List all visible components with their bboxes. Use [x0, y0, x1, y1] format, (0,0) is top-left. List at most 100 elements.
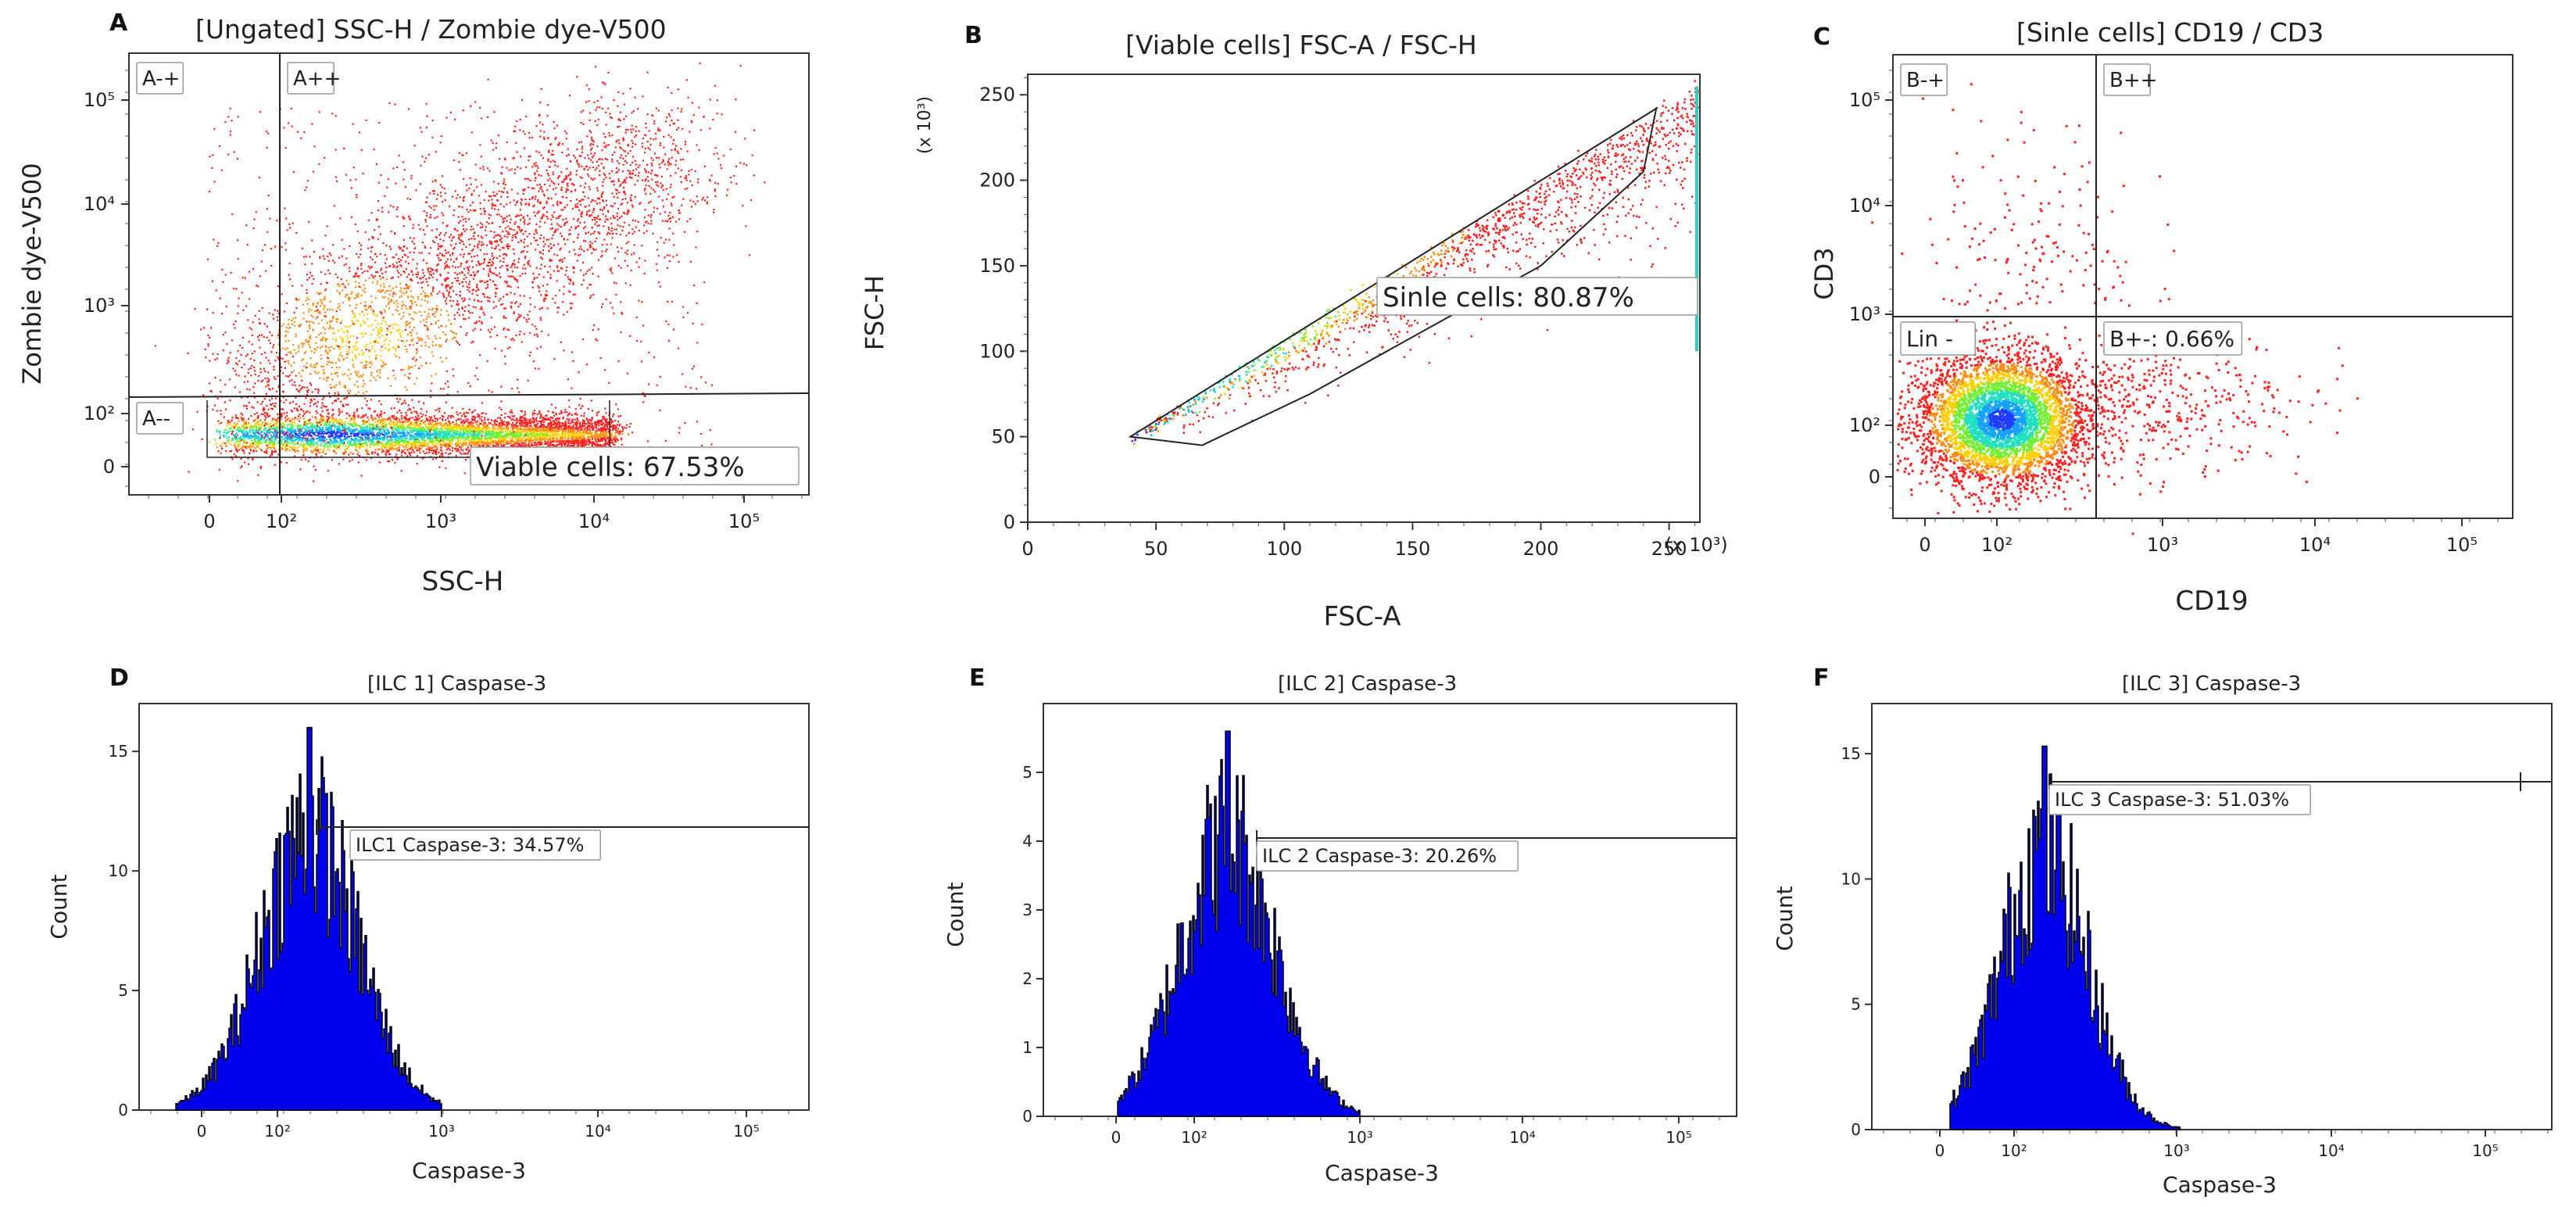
panel-b-xmult: (x 10³) — [1665, 534, 1728, 556]
panel-b-ytick-label: 0 — [1004, 511, 1015, 533]
panel-b-ytick-label: 200 — [979, 170, 1015, 192]
panel-e-xlabel: Caspase-3 — [1325, 1160, 1439, 1186]
panel-a-ytick-label: 10³ — [84, 295, 115, 317]
panel-a-xtick-label: 10⁴ — [578, 510, 610, 532]
panel-a-xtick-label: 10⁵ — [728, 510, 760, 532]
panel-b-xtick-label: 50 — [1144, 538, 1168, 560]
panel-d-xlabel: Caspase-3 — [412, 1158, 526, 1184]
panel-c-quad-ur: B++ — [2104, 64, 2157, 95]
figure: A B C D E F [Ungated] SSC-H / Zombie dye… — [0, 0, 2576, 1207]
panel-a-quad-ll: A-- — [137, 403, 183, 434]
panel-a-xtick-label: 10² — [266, 510, 297, 532]
panel-f-xtick-label: 10³ — [2163, 1141, 2189, 1160]
panel-b-xlabel: FSC-A — [1323, 601, 1401, 632]
panel-a-ytick-label: 10⁴ — [84, 193, 115, 215]
panel-a-gate-label: Viable cells: 67.53% — [470, 447, 799, 485]
panel-c-quad-ll: Lin - — [1901, 322, 1975, 355]
panel-a-quad-ur: A++ — [288, 63, 341, 94]
panel-c-xtick-label: 10³ — [2147, 534, 2178, 556]
panel-b-xtick-label: 150 — [1394, 538, 1430, 560]
panel-e-gate-label: ILC 2 Caspase-3: 20.26% — [1257, 841, 1518, 871]
panel-e-ytick-label: 5 — [1022, 763, 1032, 782]
panel-e-xtick-label: 10⁵ — [1665, 1128, 1691, 1147]
panel-e-gate-label-text: ILC 2 Caspase-3: 20.26% — [1262, 845, 1497, 867]
panel-f-xtick-label: 0 — [1935, 1141, 1945, 1160]
panel-f-ylabel: Count — [1772, 886, 1798, 951]
panel-c-ylabel: CD3 — [1809, 247, 1839, 299]
panel-e-ytick-label: 2 — [1022, 969, 1032, 988]
panel-f-xtick-label: 10⁴ — [2318, 1141, 2344, 1160]
panel-e-xtick-label: 10⁴ — [1509, 1128, 1535, 1147]
panel-b-singlets-gate — [1130, 109, 1656, 446]
panel-d-ylabel: Count — [46, 874, 72, 939]
panel-c-ytick-label: 0 — [1869, 466, 1880, 488]
panel-c-quad-ul-text: B-+ — [1906, 69, 1945, 92]
panel-b-gate-label-text: Sinle cells: 80.87% — [1383, 282, 1634, 313]
panel-f-gate-label: ILC 3 Caspase-3: 51.03% — [2049, 785, 2310, 815]
panel-e-ylabel: Count — [943, 882, 968, 947]
panel-d-xtick-label: 0 — [197, 1122, 207, 1141]
panel-c-ytick-label: 10³ — [1849, 303, 1880, 325]
panel-e-ytick-label: 0 — [1022, 1107, 1032, 1126]
panel-e-xtick-label: 10³ — [1347, 1128, 1372, 1147]
panel-d-ytick-label: 0 — [118, 1101, 128, 1119]
panel-f-ytick-label: 0 — [1851, 1120, 1861, 1139]
panel-d-gate-label-text: ILC1 Caspase-3: 34.57% — [356, 834, 584, 856]
panel-b-ytick-label: 100 — [979, 340, 1015, 362]
panel-e-histogram — [1118, 731, 1360, 1116]
panel-c-xlabel: CD19 — [2175, 586, 2248, 617]
panel-a-xtick-label: 10³ — [425, 510, 456, 532]
panel-c-xtick-label: 10² — [1981, 534, 2012, 556]
panel-d-histogram — [176, 728, 442, 1110]
panel-a-gate-label-text: Viable cells: 67.53% — [476, 452, 745, 483]
panel-c-quad-ul: B-+ — [1901, 64, 1947, 95]
panel-f-xtick-label: 10⁵ — [2472, 1141, 2498, 1160]
panel-c-quad-ll-text: Lin - — [1906, 326, 1953, 352]
panel-c-frame — [1893, 55, 2513, 518]
panel-e-xtick-label: 0 — [1111, 1128, 1122, 1147]
panel-b-ytick-label: 250 — [979, 84, 1015, 106]
panel-c-xtick-label: 10⁵ — [2446, 534, 2478, 556]
panel-a-ylabel: Zombie dye-V500 — [17, 163, 47, 384]
plots-canvas: 0 10² 10³ 10⁴ 10⁵ 0 10² 10³ 10⁴ 10⁵ SSC-H Zombie dy… — [0, 0, 2576, 1207]
panel-f-ytick-label: 10 — [1841, 869, 1861, 888]
panel-d-gate-label: ILC1 Caspase-3: 34.57% — [350, 830, 600, 860]
panel-a-quad-ll-text: A-- — [142, 407, 170, 431]
panel-c-quad-lr: B+-: 0.66% — [2104, 322, 2241, 355]
panel-b-gate-label: Sinle cells: 80.87% — [1377, 278, 1698, 315]
panel-d-xtick-label: 10⁵ — [733, 1122, 759, 1141]
panel-d-xtick-label: 10³ — [428, 1122, 454, 1141]
panel-c-quad-lr-text: B+-: 0.66% — [2109, 326, 2234, 352]
panel-e-ytick-label: 4 — [1022, 832, 1032, 851]
panel-e-xtick-label: 10² — [1181, 1128, 1207, 1147]
panel-e-ytick-label: 1 — [1022, 1038, 1032, 1057]
panel-b-ymult: (x 10³) — [915, 96, 935, 154]
panel-b-xtick-label: 100 — [1266, 538, 1302, 560]
panel-f-ytick-label: 15 — [1841, 744, 1861, 763]
panel-d-ytick-label: 15 — [109, 742, 128, 761]
panel-b-ytick-label: 50 — [991, 426, 1015, 448]
panel-b-ylabel: FSC-H — [860, 275, 889, 350]
panel-c-quad-ur-text: B++ — [2109, 69, 2157, 92]
panel-d-xtick-label: 10⁴ — [585, 1122, 610, 1141]
panel-f-ytick-label: 5 — [1851, 995, 1861, 1014]
panel-c-xtick-label: 0 — [1919, 534, 1930, 556]
panel-a-quad-ur-text: A++ — [293, 67, 341, 91]
panel-a-xlabel: SSC-H — [422, 566, 504, 597]
panel-f-xlabel: Caspase-3 — [2163, 1172, 2277, 1198]
panel-f-xtick-label: 10² — [2001, 1141, 2027, 1160]
panel-d-ytick-label: 10 — [109, 861, 128, 880]
panel-c-xtick-label: 10⁴ — [2299, 534, 2331, 556]
panel-b-xtick-label: 0 — [1021, 538, 1033, 560]
panel-e-ytick-label: 3 — [1022, 901, 1032, 919]
panel-b-ytick-label: 150 — [979, 255, 1015, 277]
panel-a-ytick-label: 10² — [84, 403, 115, 424]
panel-a-xtick-label: 0 — [203, 510, 215, 532]
panel-a-ytick-label: 10⁵ — [84, 89, 115, 111]
panel-d-xtick-label: 10² — [264, 1122, 290, 1141]
panel-a-quad-hline — [129, 393, 809, 397]
panel-f-gate-label-text: ILC 3 Caspase-3: 51.03% — [2055, 789, 2289, 811]
panel-c-ytick-label: 10² — [1849, 414, 1880, 436]
panel-c-ytick-label: 10⁴ — [1849, 195, 1880, 217]
panel-b-xtick-label: 200 — [1523, 538, 1559, 560]
